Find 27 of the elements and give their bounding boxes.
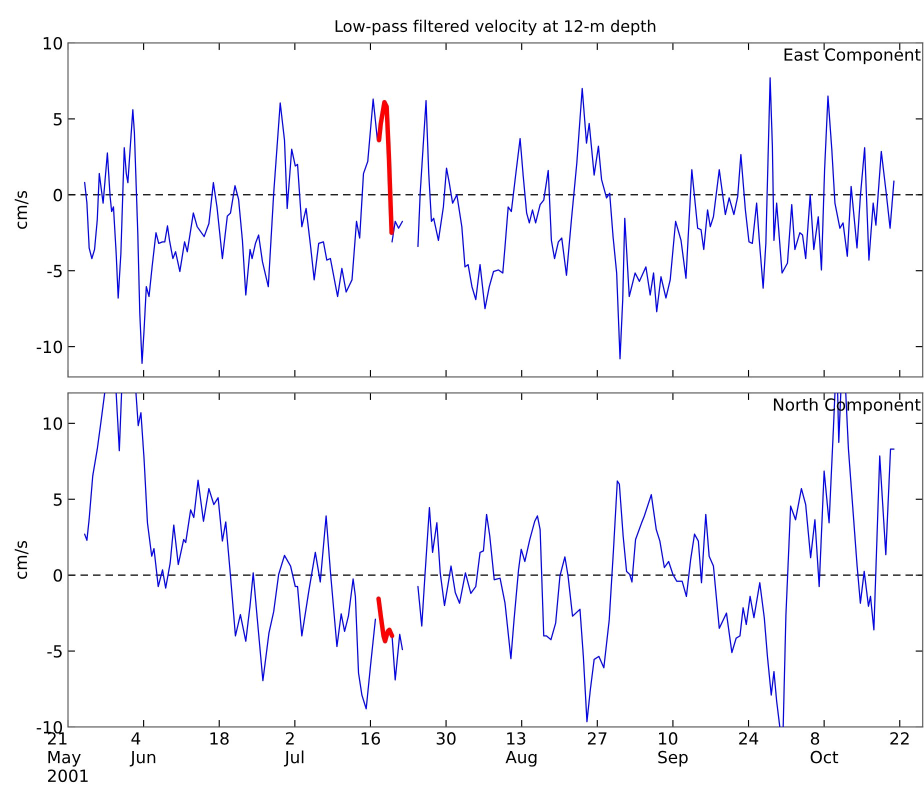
x-tick-label: 13 Aug	[506, 732, 536, 767]
x-tick-label: 18	[210, 732, 229, 745]
chart-title: Low-pass filtered velocity at 12-m depth	[336, 20, 656, 36]
x-tick-label: 24	[739, 732, 758, 745]
y-tick-label: -5	[47, 264, 62, 278]
y-tick-label: 0	[54, 569, 62, 582]
y-axis-title: cm/s	[14, 190, 28, 229]
y-tick-label: 10	[44, 417, 62, 430]
y-tick-label: 5	[54, 113, 62, 126]
x-tick-label: 10 Sep	[658, 732, 688, 767]
y-tick-label: 10	[44, 36, 62, 50]
x-tick-label: 16	[362, 732, 380, 745]
x-tick-label: 8 Oct	[810, 732, 838, 764]
annotation: East Component	[784, 48, 921, 64]
y-tick-label: -5	[47, 645, 62, 658]
x-tick-label: 27	[588, 732, 606, 745]
y-tick-label: 5	[54, 493, 62, 506]
y-tick-label: -10	[36, 340, 62, 354]
line-series	[376, 596, 394, 644]
x-tick-label: 22	[890, 732, 909, 745]
x-tick-label: 2 Jul	[284, 732, 304, 767]
x-tick-label: 21 May 2001	[48, 732, 88, 782]
x-tick-label: 30	[436, 732, 456, 745]
y-axis-title: cm/s	[14, 540, 28, 579]
line-series	[376, 100, 394, 235]
x-tick-label: 4 Jun	[130, 732, 156, 767]
y-tick-label: 0	[54, 188, 62, 202]
